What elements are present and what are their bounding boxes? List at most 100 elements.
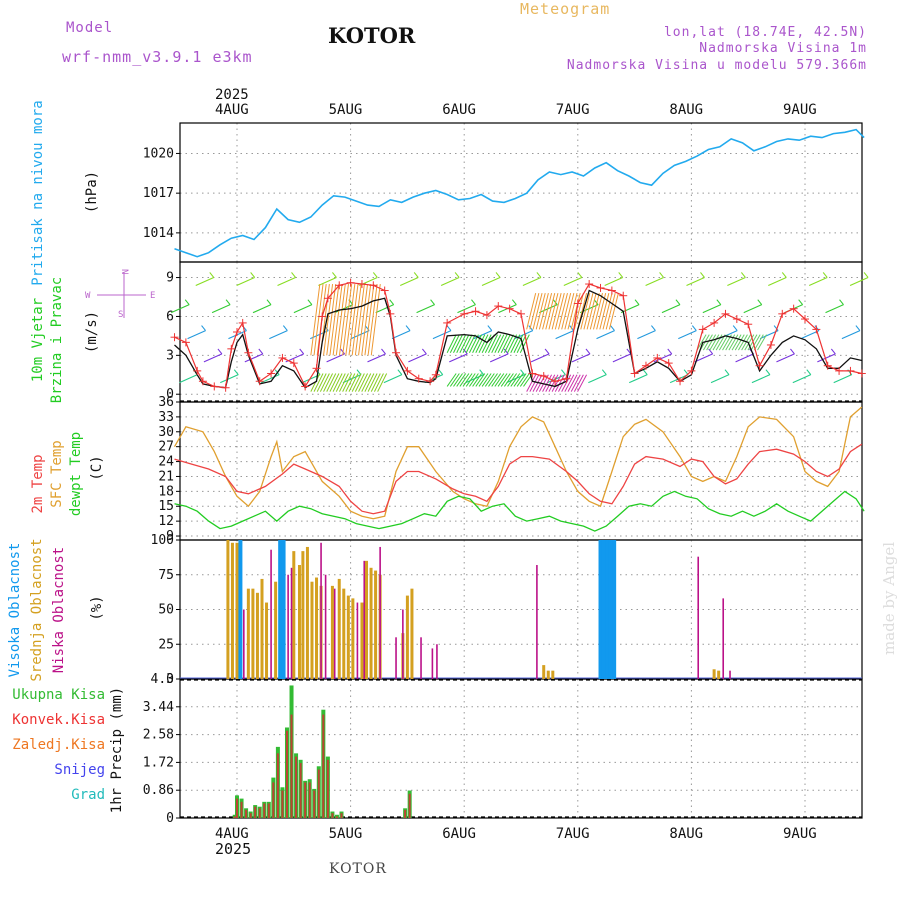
wind-band-hatch: [449, 373, 460, 387]
wind-band-hatch: [532, 292, 543, 330]
wind-barb: [277, 276, 296, 286]
y-tick-label: 1017: [143, 186, 174, 201]
wind-band-hatch: [513, 373, 524, 387]
wind-barb-tick: [471, 299, 476, 306]
y-tick-label: 21: [158, 469, 174, 484]
wind-band-hatch: [453, 334, 463, 353]
y-tick-label: 50: [158, 603, 174, 618]
wind-band-hatch: [348, 283, 359, 356]
year-label-top: 2025: [215, 87, 249, 103]
precip-bars: [232, 685, 412, 818]
x-date-label-bottom: 8AUG: [669, 826, 703, 842]
cloud-bar: [255, 592, 259, 679]
wind-band-hatch: [484, 373, 495, 387]
wind-band-hatch: [529, 292, 540, 330]
product-label: Meteogram: [520, 0, 611, 18]
model-name: wrf-nmm_v3.9.1 e3km: [62, 48, 253, 66]
wind-band-hatch: [468, 334, 479, 353]
wind-band-hatch: [488, 334, 498, 353]
wind-barb-tick: [708, 348, 714, 355]
wind-band-hatch: [332, 283, 343, 356]
wind-band-hatch: [718, 334, 729, 351]
wind-barb: [653, 353, 672, 363]
wind-barb-tick: [503, 348, 509, 355]
wind-band-hatch: [351, 283, 362, 356]
wind-band-hatch: [339, 373, 349, 392]
wind-band-hatch: [551, 292, 562, 330]
cloud-bar: [369, 567, 373, 679]
wind-barb: [768, 276, 787, 286]
cloud-bar: [310, 581, 314, 679]
pressure-panel: 1014 1017 1020: [143, 122, 863, 263]
wind-band-hatch: [367, 283, 378, 356]
wind-band-hatch: [329, 373, 340, 392]
wind-band-hatch: [529, 374, 540, 392]
temp-title: 2m Temp: [30, 454, 46, 513]
y-tick-label: 25: [158, 637, 174, 652]
wind-barb: [293, 304, 313, 314]
wind-band-hatch: [446, 334, 457, 353]
cloud-bar: [324, 574, 327, 679]
wind-barb-tick: [528, 325, 534, 331]
wind-band-hatch: [326, 373, 337, 392]
wind-barb: [686, 276, 705, 286]
wind-band-hatch: [526, 292, 537, 330]
wind-bands: [310, 283, 767, 392]
wind-barb: [244, 353, 264, 363]
wind-barb: [326, 353, 345, 363]
wind-band-hatch: [348, 373, 359, 392]
wind-band-hatch: [753, 334, 764, 351]
coords-label: lon,lat (18.74E, 42.5N): [663, 25, 867, 40]
temp-title3: dewpt Temp: [68, 432, 84, 516]
cloud-title2: Srednja Oblacnost: [29, 538, 45, 681]
x-date-label-bottom: 5AUG: [329, 826, 363, 842]
wind-band-hatch: [583, 292, 594, 330]
wind-barb-tick: [724, 369, 730, 376]
precip-frame: [179, 678, 863, 819]
wind-band-hatch: [345, 283, 356, 356]
cloud-bar: [265, 602, 269, 679]
wind-barb: [612, 353, 632, 363]
wind-barb-tick: [372, 272, 378, 278]
x-date-label-top: 4AUG: [215, 102, 249, 118]
y-tick-label: 3: [166, 348, 174, 363]
wind-band-hatch: [510, 373, 521, 387]
wind-barb: [383, 374, 403, 384]
precip-bar-conv: [290, 714, 293, 818]
cloud-bar: [717, 670, 721, 679]
page-title: KOTOR: [328, 23, 416, 48]
wind-barb-tick: [863, 272, 869, 278]
wind-barb-tick: [520, 369, 525, 376]
wind-barb: [236, 276, 255, 286]
cloud-bar: [546, 670, 550, 679]
x-date-label-bottom: 7AUG: [556, 826, 590, 842]
model-altitude-label: Nadmorska Visina u modelu 579.366m: [566, 58, 867, 73]
cloud-bar: [729, 670, 731, 679]
cloud-bar: [292, 551, 296, 679]
cloud-bar: [274, 581, 278, 679]
cloud-bar: [395, 637, 397, 679]
wind-band-hatch: [507, 373, 518, 387]
wind-band-hatch: [342, 373, 353, 392]
cloud-bar: [542, 665, 546, 679]
wind-barb: [817, 353, 836, 363]
wind-band-hatch: [367, 373, 378, 392]
wind-barb-tick: [650, 325, 656, 331]
x-date-label-top: 5AUG: [329, 102, 363, 118]
cloud-bar: [697, 556, 700, 679]
wind-barb-tick: [438, 369, 444, 376]
wind-barb-tick: [765, 369, 771, 376]
cloud-bar: [402, 609, 404, 679]
wind-band-hatch: [459, 373, 470, 387]
wind-barb: [727, 276, 746, 286]
wind-band-hatch: [599, 292, 610, 330]
wind-band-hatch: [342, 283, 353, 356]
precip-bar-conv: [408, 793, 411, 818]
wind-band-hatch: [516, 373, 527, 387]
wind-band-hatch: [323, 373, 334, 392]
cloud-bar: [351, 598, 355, 679]
wind-band-hatch: [345, 373, 356, 392]
wind-band-hatch: [580, 292, 591, 330]
y-tick-label: 24: [158, 455, 174, 470]
